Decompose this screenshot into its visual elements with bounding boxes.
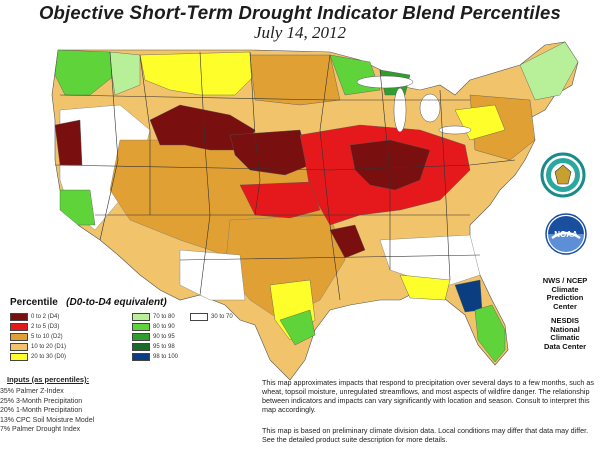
- legend-swatch: [10, 332, 28, 341]
- ncep-line1: NWS / NCEP: [542, 276, 588, 285]
- legend-swatch: [10, 312, 28, 321]
- legend-item: 5 to 10 (D2): [10, 332, 63, 341]
- ncdc-org-label: NESDIS National Climatic Data Center: [530, 316, 600, 351]
- state-boundaries: [54, 51, 516, 301]
- legend-title-text: Percentile: [10, 297, 58, 308]
- legend-label: 0 to 2 (D4): [31, 313, 60, 320]
- legend-label: 30 to 70: [211, 313, 233, 320]
- ncdc-line1: NESDIS: [551, 316, 579, 325]
- map-region-ar-d4: [329, 224, 366, 259]
- legend-swatch: [132, 322, 150, 331]
- map-title: Objective Short-Term Drought Indicator B…: [0, 2, 600, 25]
- ncep-line3: Prediction: [546, 293, 584, 302]
- map-region-tx-green: [279, 309, 316, 346]
- legend-item: 2 to 5 (D3): [10, 322, 59, 331]
- great-lakes: [356, 75, 472, 135]
- legend-swatch: [132, 342, 150, 351]
- legend-label: 95 to 98: [153, 343, 175, 350]
- legend-item: 0 to 2 (D4): [10, 312, 59, 321]
- legend-swatch: [10, 342, 28, 351]
- lake-superior: [356, 75, 414, 89]
- title-part2: Short-Term: [129, 3, 234, 24]
- lake-michigan: [393, 87, 407, 133]
- map-region-ca-green: [59, 189, 96, 226]
- legend-item: 70 to 80: [132, 312, 175, 321]
- map-date: July 14, 2012: [253, 23, 347, 42]
- legend-label: 80 to 90: [153, 323, 175, 330]
- legend-item: 95 to 98: [132, 342, 175, 351]
- legend-item: 30 to 70: [190, 312, 233, 321]
- ncdc-line2: National: [550, 324, 580, 334]
- legend-equiv-text: (D0-to-D4 equivalent): [66, 297, 167, 308]
- input-item: 13% CPC Soil Moisture Model: [0, 416, 95, 424]
- legend-label: 70 to 80: [153, 313, 175, 320]
- title-part1: Objective: [38, 2, 125, 23]
- notes-p2: This map is based on preliminary climate…: [262, 425, 589, 444]
- map-region-tx-white: [179, 249, 246, 301]
- input-item: 35% Palmer Z-Index: [0, 388, 64, 395]
- legend-swatch: [10, 352, 28, 361]
- legend-item: 20 to 30 (D0): [10, 352, 66, 361]
- legend-item: 90 to 95: [132, 332, 175, 341]
- inputs-title: Inputs (as percentiles):: [7, 375, 90, 384]
- input-item: 20% 1-Month Precipitation: [0, 407, 83, 414]
- us-landmass: [51, 41, 579, 381]
- legend-label: 2 to 5 (D3): [31, 323, 60, 330]
- noaa-logo: NOAA: [545, 213, 587, 255]
- map-region-gulf-yellow: [399, 274, 451, 301]
- ncep-line4: Center: [553, 301, 577, 311]
- legend-label: 5 to 10 (D2): [31, 333, 63, 340]
- map-region-ne-green: [519, 41, 579, 101]
- ncdc-line3: Climatic: [550, 333, 580, 342]
- legend-swatch: [132, 312, 150, 321]
- input-item: 25% 3-Month Precipitation: [0, 397, 83, 405]
- noaa-logo-text: NOAA: [554, 230, 578, 239]
- title-part3: Drought Indicator Blend Percentiles: [238, 2, 562, 23]
- legend-swatch: [132, 332, 150, 341]
- legend-swatch: [10, 322, 28, 331]
- legend-item: 80 to 90: [132, 322, 175, 331]
- map-region-florida-green: [474, 304, 506, 363]
- map-region-ks-d3: [239, 181, 321, 219]
- legend-label: 20 to 30 (D0): [31, 353, 67, 360]
- map-region-dakota-orange: [249, 54, 341, 106]
- ncdc-line4: Data Center: [543, 341, 587, 351]
- map-region-wy-d4: [54, 119, 83, 166]
- ncep-org-label: NWS / NCEP Climate Prediction Center: [530, 276, 600, 311]
- legend-item: 98 to 100: [132, 352, 178, 361]
- map-region-midwest-d4: [349, 139, 431, 191]
- legend-item: 10 to 20 (D1): [10, 342, 66, 351]
- legend-label: 10 to 20 (D1): [31, 343, 67, 350]
- notes-p1: This map approximates impacts that respo…: [262, 378, 594, 414]
- lake-huron: [419, 93, 441, 123]
- ncep-line2: Climate: [551, 284, 579, 294]
- input-item: 7% Palmer Drought Index: [0, 426, 81, 433]
- legend-label: 98 to 100: [153, 353, 179, 360]
- map-region-rockies-d4-b: [229, 129, 311, 176]
- legend-swatch: [132, 352, 150, 361]
- ncep-logo: [540, 152, 586, 198]
- legend-swatch: [190, 312, 208, 321]
- legend-title: Percentile (D0-to-D4 equivalent): [10, 297, 167, 308]
- legend-label: 90 to 95: [153, 333, 175, 340]
- lake-erie: [438, 125, 472, 135]
- notes: This map approximates impacts that respo…: [262, 378, 598, 444]
